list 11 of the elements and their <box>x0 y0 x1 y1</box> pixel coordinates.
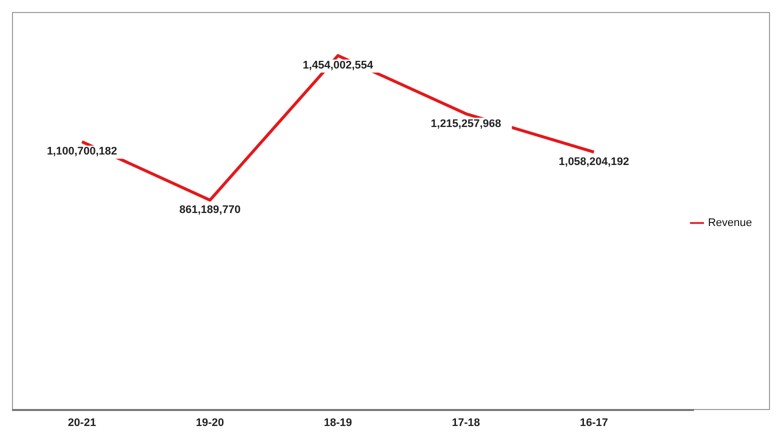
data-label: 1,454,002,554 <box>302 60 374 72</box>
x-tick-label: 17-18 <box>452 416 480 429</box>
data-label: 861,189,770 <box>179 204 241 216</box>
data-label: 1,215,257,968 <box>430 118 502 130</box>
data-label: 1,058,204,192 <box>558 156 630 168</box>
legend-label: Revenue <box>708 216 752 229</box>
data-label: 1,100,700,182 <box>46 146 118 158</box>
x-tick-label: 19-20 <box>196 416 224 429</box>
x-tick-label: 20-21 <box>68 416 96 429</box>
x-tick-label: 16-17 <box>580 416 608 429</box>
x-tick-label: 18-19 <box>324 416 352 429</box>
